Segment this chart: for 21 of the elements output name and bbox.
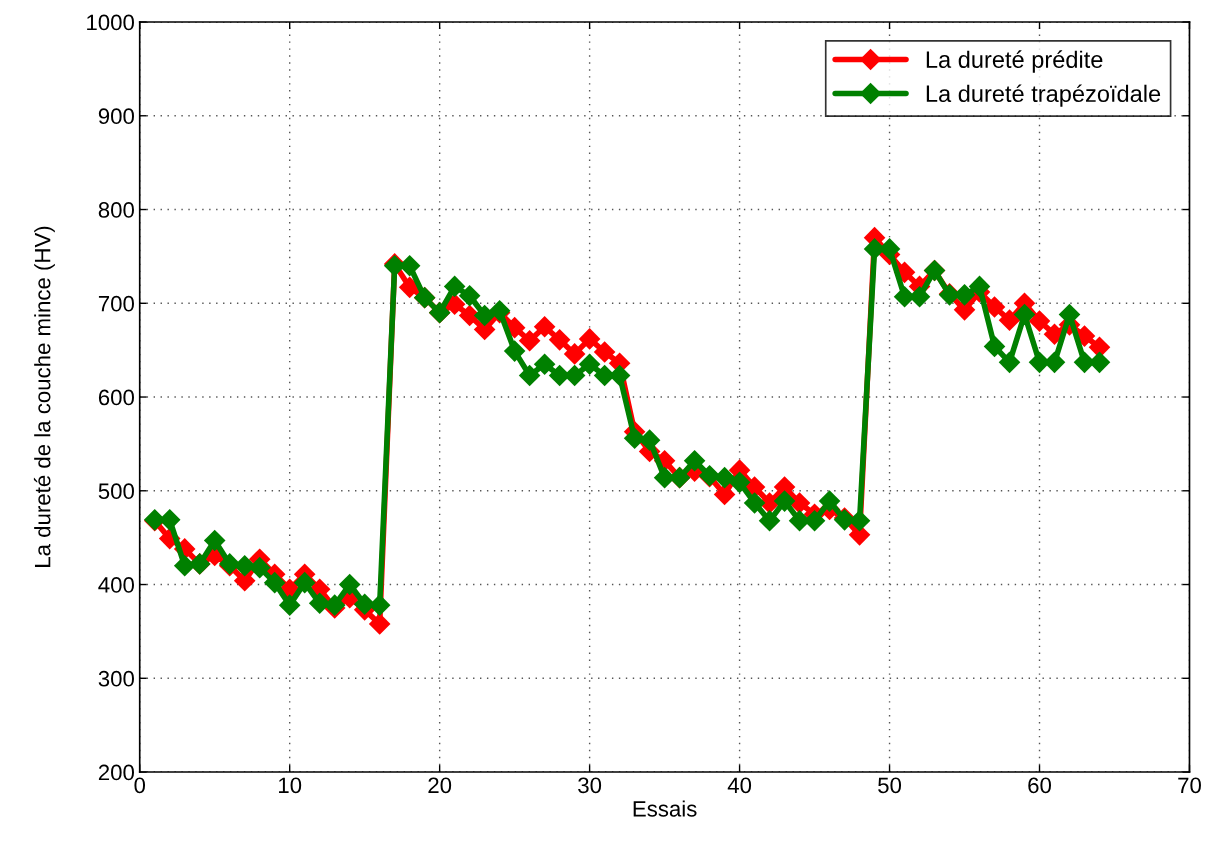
y-tick-label: 900 xyxy=(98,108,134,125)
x-tick-label: 0 xyxy=(134,777,146,794)
x-tick-label: 60 xyxy=(1028,777,1052,794)
x-tick-label: 50 xyxy=(878,777,902,794)
x-axis-title: Essais xyxy=(633,800,697,817)
y-tick-label: 300 xyxy=(98,670,134,687)
y-tick-label: 800 xyxy=(98,202,134,218)
x-tick-label: 20 xyxy=(428,777,452,794)
y-tick-label: 200 xyxy=(98,764,134,781)
y-tick-label: 500 xyxy=(98,483,134,500)
x-tick-label: 30 xyxy=(578,777,602,794)
y-tick-label: 1000 xyxy=(87,14,134,31)
legend-label: La dureté trapézoïdale xyxy=(926,84,1161,107)
y-tick-label: 700 xyxy=(98,295,134,312)
y-tick-label: 600 xyxy=(98,389,134,406)
x-tick-label: 70 xyxy=(1178,777,1201,794)
x-tick-label: 40 xyxy=(727,777,752,794)
x-tick-label: 10 xyxy=(279,777,302,794)
y-axis-title: La dureté de la couche mince (HV) xyxy=(33,226,55,567)
legend-label: La dureté prédite xyxy=(926,50,1103,73)
y-tick-label: 400 xyxy=(98,577,134,593)
